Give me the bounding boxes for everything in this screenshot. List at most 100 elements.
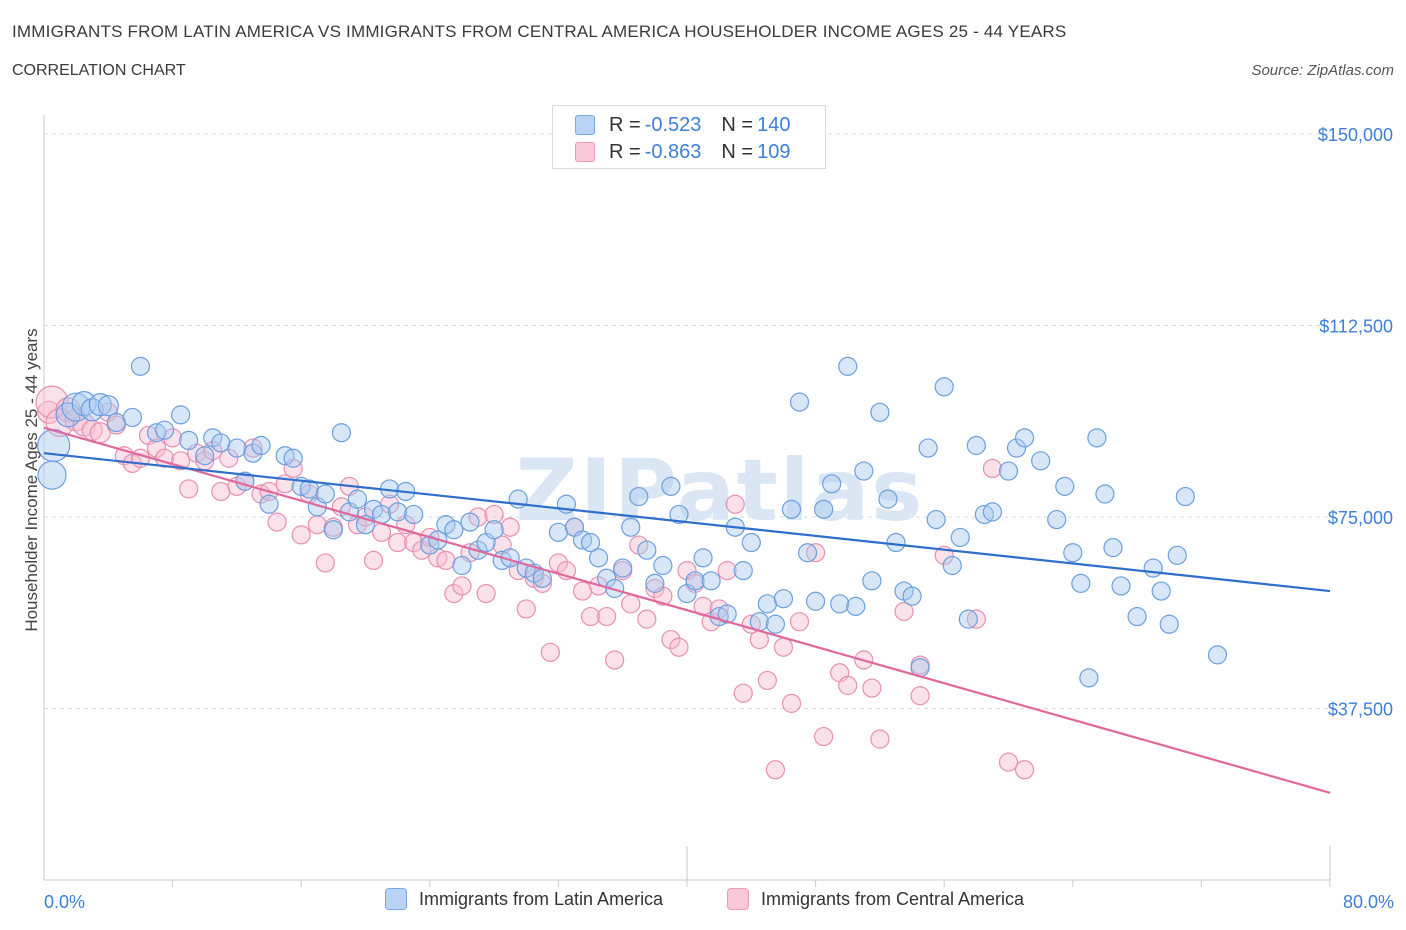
data-point (195, 446, 215, 466)
data-point (1103, 538, 1123, 558)
data-point (1006, 438, 1027, 458)
data-point (97, 395, 119, 417)
data-point (805, 543, 826, 563)
data-point (814, 726, 834, 747)
data-point (179, 430, 199, 450)
data-point (998, 461, 1019, 481)
data-point (1167, 545, 1187, 565)
legend-row-latin-america: R = -0.523 N = 140 (575, 113, 790, 137)
data-point (500, 517, 520, 537)
data-point (982, 458, 1003, 479)
data-point (1151, 581, 1171, 601)
data-point (870, 402, 890, 422)
data-point (452, 555, 472, 576)
data-point (1031, 451, 1051, 471)
data-point (259, 494, 279, 514)
y-tick-labels: $150,000 $112,500 $75,000 $37,500 (1318, 125, 1393, 720)
data-point (532, 573, 552, 593)
data-point (1063, 543, 1083, 563)
data-point (998, 752, 1019, 772)
data-point (773, 589, 794, 609)
legend-r-value: -0.523 (644, 113, 702, 136)
data-point (958, 609, 978, 629)
data-point (227, 438, 247, 458)
data-point (1111, 576, 1131, 596)
data-point (966, 609, 986, 629)
data-point (685, 571, 705, 591)
data-point (765, 760, 786, 780)
data-point (243, 443, 263, 463)
legend-r-label: R = (609, 140, 641, 163)
data-point (444, 583, 464, 604)
chart-subtitle: CORRELATION CHART (12, 62, 186, 79)
data-point (661, 629, 681, 650)
data-point (781, 693, 802, 713)
data-point (484, 504, 504, 525)
legend-swatch-pink (727, 888, 749, 910)
data-point (773, 637, 794, 657)
data-point (580, 606, 601, 627)
y-tick-label: $112,500 (1319, 317, 1393, 337)
y-tick-label: $37,500 (1328, 700, 1393, 720)
data-point (733, 561, 753, 581)
data-point (629, 486, 649, 507)
data-point (88, 393, 112, 417)
legend-swatch-pink (575, 142, 595, 162)
data-point (1087, 428, 1107, 448)
legend-item-central-america: Immigrants from Central America (727, 888, 1024, 910)
legend-row-central-america: R = -0.863 N = 109 (575, 140, 790, 164)
legend-r-value: -0.863 (644, 140, 702, 163)
data-point (154, 420, 175, 440)
trend-lines (43, 426, 1331, 794)
legend-n-value: 140 (757, 113, 791, 136)
data-point (171, 405, 191, 425)
data-point (886, 532, 906, 553)
data-point (211, 481, 231, 502)
data-point (765, 614, 786, 634)
data-point (797, 543, 818, 563)
data-point (637, 609, 657, 629)
data-point (862, 571, 882, 591)
correlation-legend: R = -0.523 N = 140 R = -0.863 N = 109 (552, 105, 826, 169)
data-point (347, 489, 368, 509)
data-point (444, 520, 464, 540)
data-point (315, 553, 335, 573)
data-point (693, 548, 713, 568)
data-point (283, 448, 303, 468)
data-point (870, 729, 890, 749)
data-point (106, 412, 126, 433)
data-point (146, 438, 167, 458)
data-point (669, 637, 689, 657)
data-point (331, 423, 351, 443)
data-point (894, 601, 914, 622)
data-point (388, 532, 408, 553)
data-point (516, 599, 536, 619)
data-point (251, 435, 271, 456)
data-point (597, 606, 617, 627)
y-axis-label: Householder Income Ages 25 - 44 years (22, 328, 41, 632)
data-point (404, 504, 424, 525)
data-point (789, 612, 810, 632)
data-point (814, 499, 834, 519)
data-point (363, 550, 384, 571)
data-point (934, 377, 954, 397)
data-point (645, 573, 665, 593)
data-point (572, 581, 593, 601)
x-tick-label-min: 0.0% (44, 892, 86, 912)
data-point (588, 548, 609, 568)
data-point (757, 670, 777, 691)
data-point (621, 594, 641, 614)
data-point (918, 438, 938, 458)
data-point (1175, 486, 1195, 507)
chart-title: IMMIGRANTS FROM LATIN AMERICA VS IMMIGRA… (12, 22, 1067, 41)
data-point (291, 525, 311, 545)
data-point (388, 502, 408, 522)
data-point (1095, 484, 1115, 504)
data-point (661, 476, 681, 496)
data-point (605, 578, 625, 599)
legend-label: Immigrants from Central America (761, 888, 1025, 909)
data-point (805, 591, 826, 611)
trend-line (43, 426, 1331, 794)
data-point (179, 479, 199, 499)
data-point (725, 494, 745, 514)
